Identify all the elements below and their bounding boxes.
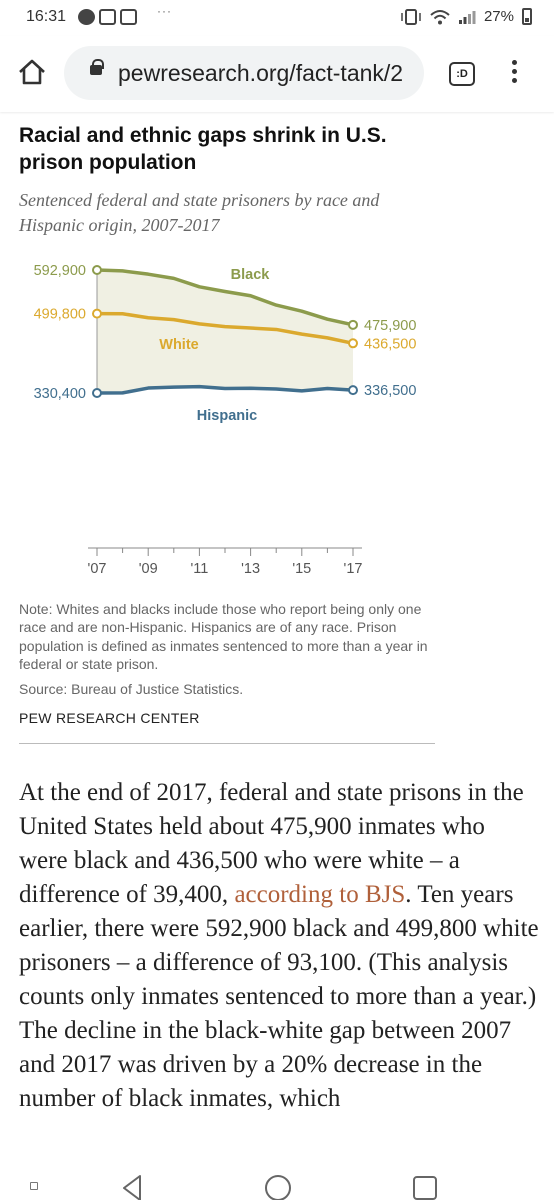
recent-apps-icon[interactable]	[413, 1176, 437, 1200]
home-icon[interactable]	[16, 56, 48, 88]
signal-icon	[458, 10, 476, 24]
chart-title: Racial and ethnic gaps shrink in U.S. pr…	[19, 124, 387, 174]
chart-note: Note: Whites and blacks include those wh…	[19, 601, 428, 672]
data-label-end-white: 436,500	[364, 336, 416, 352]
overflow-menu-icon[interactable]	[508, 60, 520, 90]
battery-percent: 27%	[483, 8, 514, 25]
url-text[interactable]: pewresearch.org/fact-tank/2	[118, 60, 404, 86]
article-body: At the end of 2017, federal and state pr…	[19, 776, 539, 1164]
screenshot-icon[interactable]	[30, 1182, 38, 1190]
series-line-hispanic	[96, 384, 354, 395]
series-label-hispanic: Hispanic	[197, 408, 257, 424]
data-label-start-white: 499,800	[34, 307, 86, 323]
series-label-white: White	[159, 337, 198, 353]
data-point-end-hispanic	[348, 385, 358, 396]
bjs-link[interactable]: according to BJS	[234, 881, 406, 908]
data-point-start-hispanic	[92, 388, 102, 398]
lock-icon	[90, 59, 104, 75]
notification-icons	[78, 9, 137, 25]
chart-source: Source: Bureau of Justice Statistics.	[19, 681, 244, 697]
system-nav-bar	[0, 1164, 554, 1200]
data-label-start-hispanic: 330,400	[34, 386, 86, 402]
series-line-white	[96, 311, 354, 345]
more-dots-icon: ···	[157, 4, 172, 18]
series-label-black: Black	[231, 267, 271, 283]
divider	[19, 743, 435, 744]
home-nav-icon[interactable]	[265, 1175, 291, 1200]
system-status: 27%	[400, 8, 532, 25]
article-paragraph: At the end of 2017, federal and state pr…	[19, 776, 539, 1116]
facebook-icon	[78, 9, 95, 25]
message-icon	[120, 9, 137, 25]
data-point-end-black	[348, 319, 358, 330]
vibrate-icon	[401, 8, 421, 25]
x-tick-label: '17	[344, 561, 363, 577]
line-chart: 592,900 475,900 Black 499,800 436,500 White 33…	[34, 263, 417, 577]
data-point-start-black	[92, 265, 102, 275]
x-tick-label: '13	[241, 561, 260, 577]
status-time: 16:31	[26, 8, 67, 25]
data-label-start-black: 592,900	[34, 263, 86, 279]
x-tick-label: '11	[190, 561, 208, 577]
battery-icon	[522, 8, 532, 25]
data-point-end-white	[348, 338, 358, 349]
message-icon	[99, 9, 116, 25]
data-point-start-white	[92, 308, 102, 319]
x-tick-label: '09	[139, 561, 158, 577]
data-label-end-hispanic: 336,500	[364, 383, 416, 399]
wifi-icon	[430, 9, 450, 24]
data-label-end-black: 475,900	[364, 318, 416, 334]
chart-credit: PEW RESEARCH CENTER	[19, 710, 200, 726]
address-bar[interactable]: pewresearch.org/fact-tank/2	[64, 46, 424, 100]
article-text: At the end of 2017, federal and state pr…	[19, 779, 524, 908]
gap-area	[97, 270, 353, 393]
back-icon[interactable]	[120, 1174, 144, 1200]
x-tick-label: '15	[292, 561, 311, 577]
x-tick-label: '07	[88, 561, 107, 577]
article-text: . Ten years earlier, there were 592,900 …	[19, 881, 539, 1112]
series-line-black	[96, 268, 354, 327]
chart-subtitle: Sentenced federal and state prisoners by…	[19, 190, 380, 235]
status-bar: 16:31 ··· 27%	[0, 0, 554, 36]
tab-switcher-button[interactable]: :D	[449, 62, 475, 86]
browser-toolbar: pewresearch.org/fact-tank/2 :D	[0, 36, 554, 112]
